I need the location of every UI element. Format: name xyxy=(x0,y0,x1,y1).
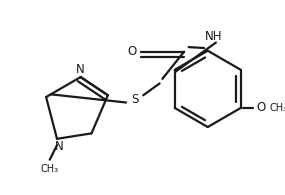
Text: O: O xyxy=(128,45,137,58)
Text: N: N xyxy=(76,63,85,76)
Text: CH₃: CH₃ xyxy=(270,103,285,113)
Text: S: S xyxy=(131,93,139,106)
Text: NH: NH xyxy=(204,30,222,43)
Text: O: O xyxy=(256,101,265,114)
Text: CH₃: CH₃ xyxy=(41,164,59,174)
Text: N: N xyxy=(54,140,63,152)
